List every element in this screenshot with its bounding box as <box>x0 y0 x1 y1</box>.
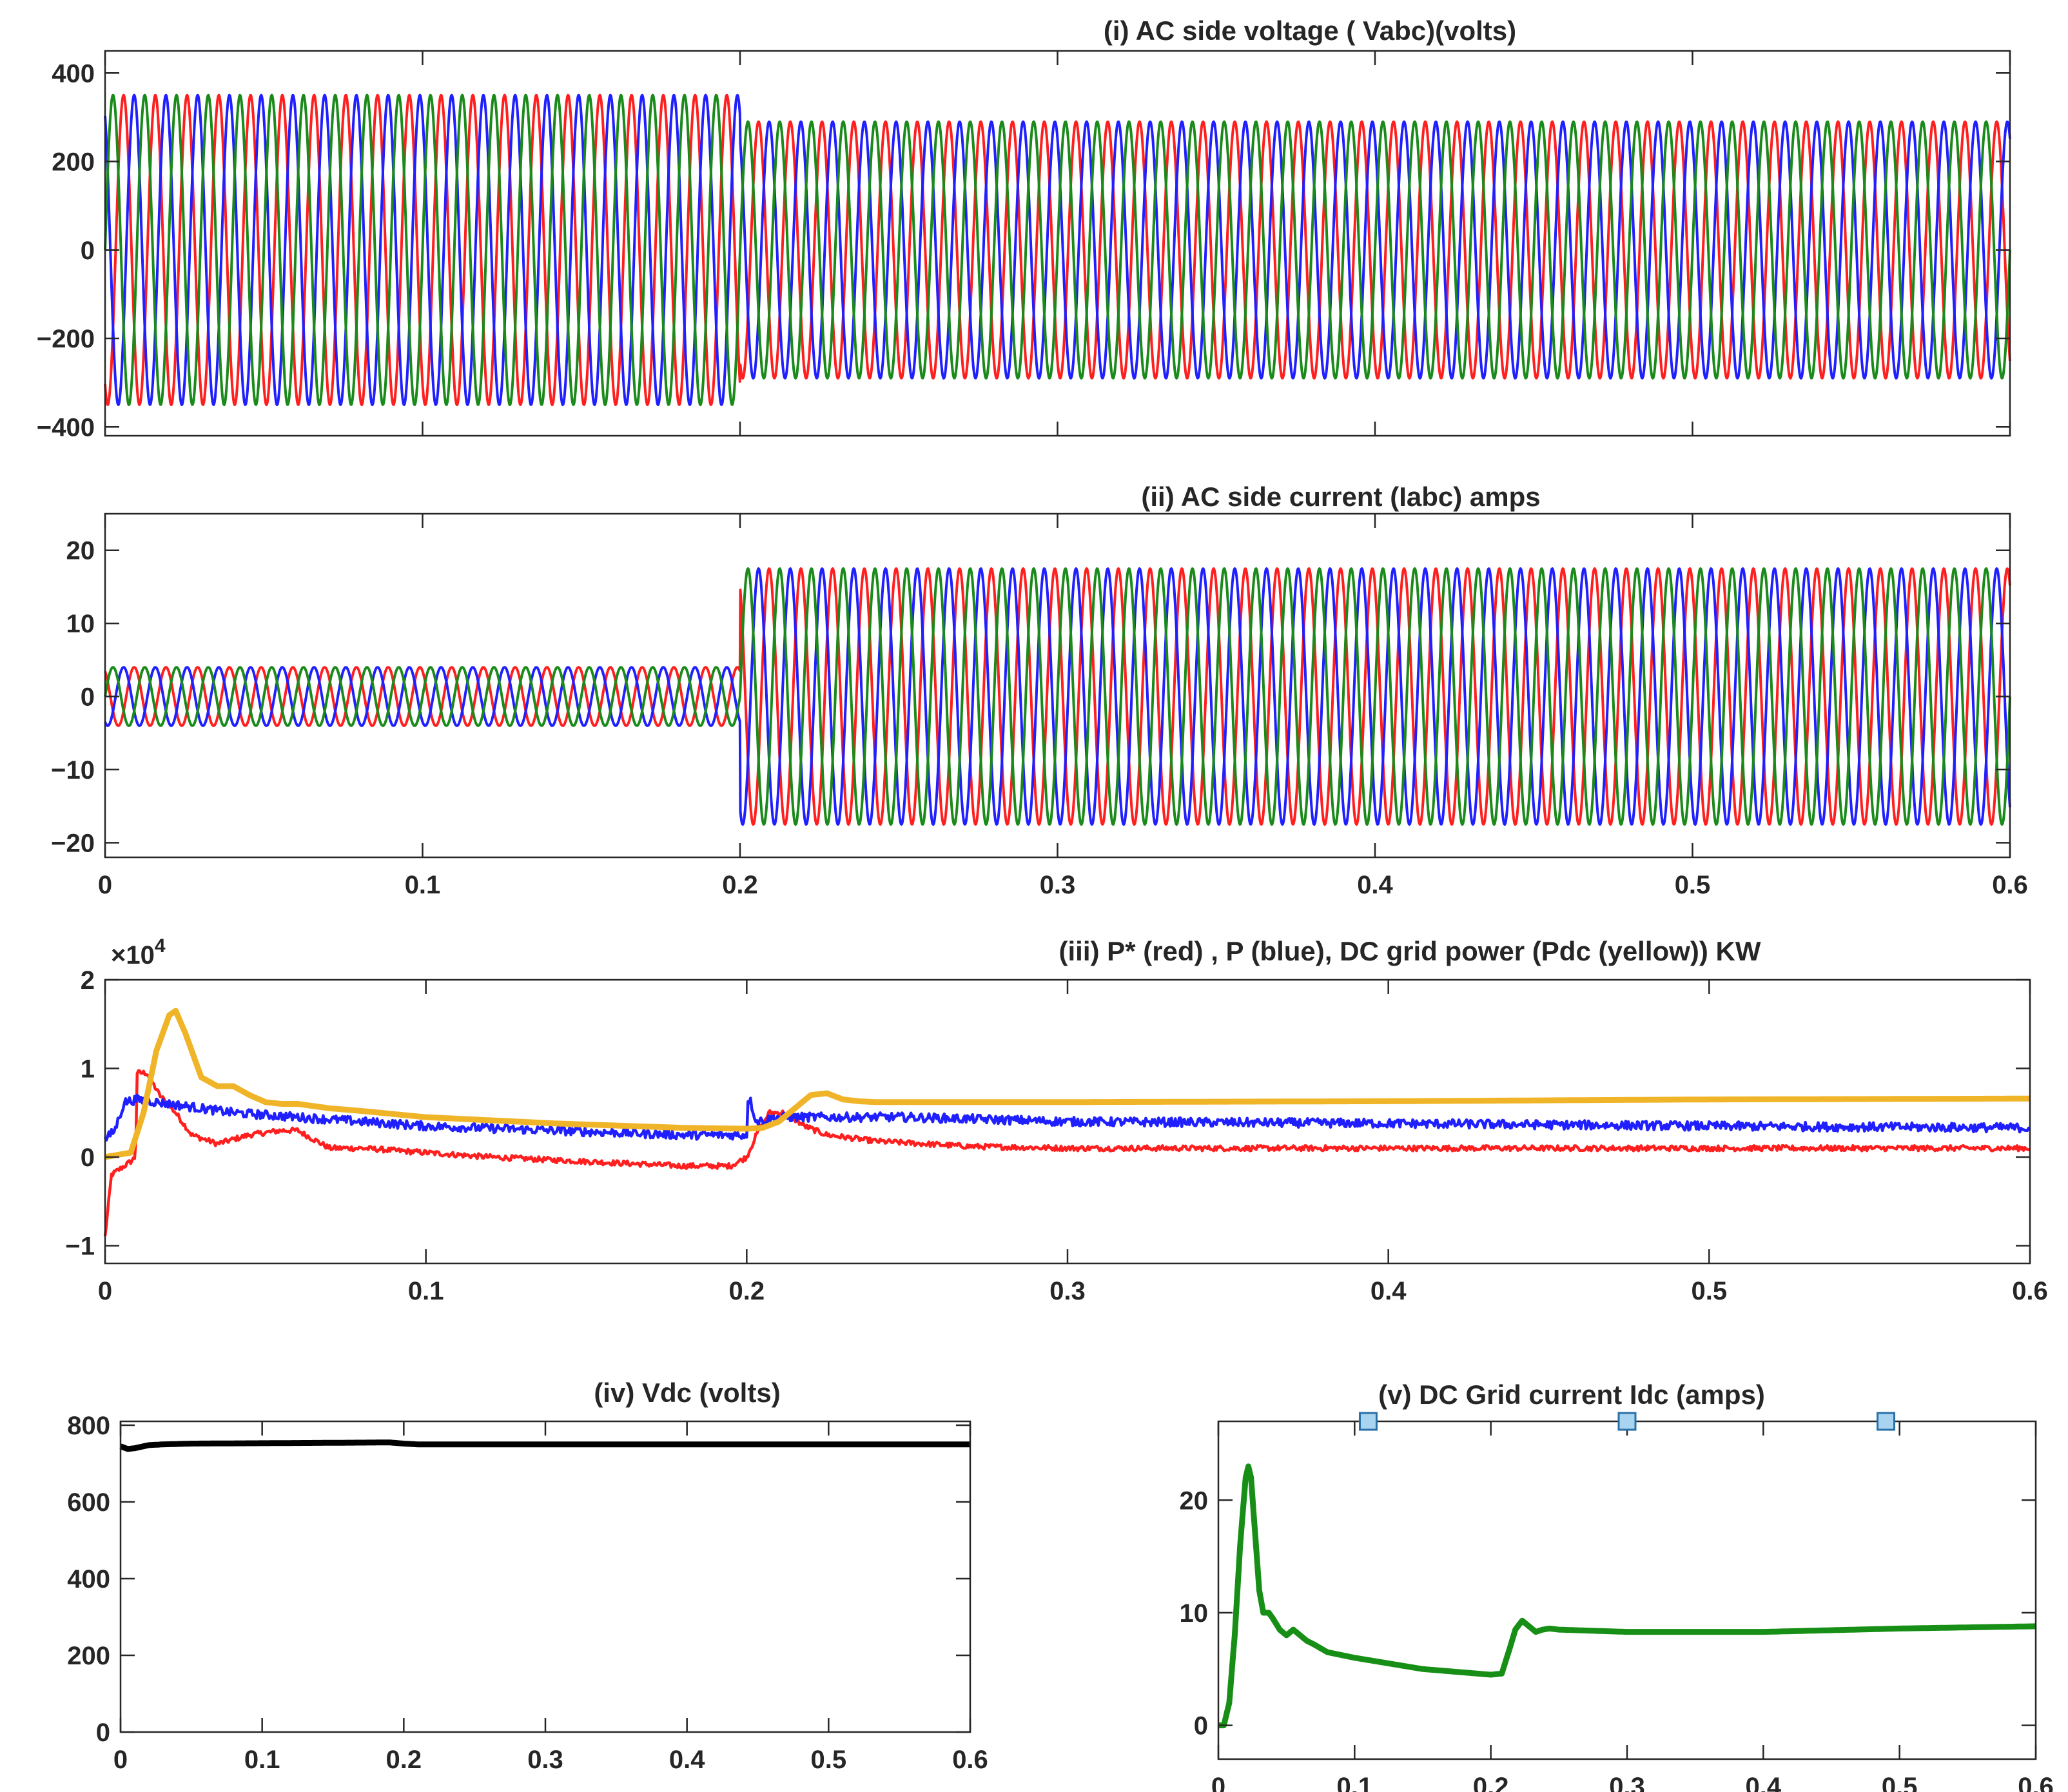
y-tick-label: 0 <box>1194 1712 1208 1740</box>
y-tick-label: 1 <box>81 1055 95 1084</box>
panel-power: (iii) P* (red) , P (blue), DC grid power… <box>65 935 2047 1305</box>
y-tick-label: 0 <box>81 237 95 265</box>
series-line-blue <box>104 93 2011 406</box>
y-tick-label: 400 <box>52 59 95 88</box>
datatip-marker[interactable] <box>1617 1412 1637 1431</box>
x-tick-label: 0.3 <box>1049 1277 1086 1305</box>
panel-ac-current-ticks: −20 −10 0 10 20 0 0.1 0.2 0.3 0.4 0.5 0.6 <box>51 514 2028 899</box>
panel-ac-current-title: (ii) AC side current (Iabc) amps <box>1141 482 1540 512</box>
panel-ac-voltage-ticks: −400 −200 0 200 400 <box>37 51 2011 442</box>
series-line-red <box>104 93 2011 406</box>
datatip-marker[interactable] <box>1358 1412 1378 1431</box>
x-tick-label: 0.4 <box>1357 871 1393 899</box>
x-tick-label: 0.2 <box>386 1746 422 1774</box>
panel-vdc-title: (iv) Vdc (volts) <box>594 1378 780 1408</box>
y-tick-label: −400 <box>37 413 95 442</box>
x-tick-label: 0.6 <box>1992 871 2028 899</box>
x-tick-label: 0.3 <box>1609 1773 1645 1792</box>
y-tick-label: 200 <box>67 1642 110 1670</box>
series-line-red <box>104 567 2011 826</box>
series-line-blue <box>104 567 2011 826</box>
x-tick-label: 0 <box>1211 1773 1225 1792</box>
y-tick-label: −20 <box>51 829 95 857</box>
y-tick-label: 0 <box>96 1719 110 1747</box>
x-tick-label: 0.2 <box>722 871 758 899</box>
y-tick-label: −1 <box>65 1232 95 1261</box>
panel-ac-voltage: (i) AC side voltage ( Vabc)(volts) −400−… <box>37 15 2011 442</box>
x-tick-label: 0 <box>113 1746 128 1774</box>
x-tick-label: 0.6 <box>2018 1773 2054 1792</box>
panel-power-series <box>103 1008 2031 1236</box>
series-line-red <box>103 1069 2031 1236</box>
panel-ac-current: (ii) AC side current (Iabc) amps −20 −10 0… <box>51 482 2028 899</box>
y-tick-label: −200 <box>37 325 95 353</box>
x-tick-label: 0.1 <box>1337 1773 1373 1792</box>
series-line-black <box>119 1439 972 1452</box>
panel-idc-markers <box>1358 1412 1896 1431</box>
y-tick-label: 2 <box>81 966 95 995</box>
x-tick-label: 0.2 <box>1473 1773 1509 1792</box>
panel-idc: (v) DC Grid current Idc (amps) 0 10 20 0 0.1… <box>1180 1379 2054 1792</box>
x-tick-label: 0.5 <box>1675 871 1711 899</box>
datatip-marker[interactable] <box>1877 1412 1896 1431</box>
panel-vdc-ticks: 0 200 400 600 800 0 0.1 0.2 0.3 0.4 0.5 0.6 <box>67 1412 988 1774</box>
y-tick-label: 0 <box>81 1144 95 1172</box>
panel-vdc: (iv) Vdc (volts) 0 200 400 600 800 0 0.1 0.2 0.3… <box>67 1378 988 1774</box>
y-tick-label: 200 <box>52 148 95 177</box>
x-tick-label: 0.3 <box>1040 871 1076 899</box>
x-tick-label: 0.1 <box>244 1746 280 1774</box>
series-line-dark_green <box>1216 1463 2038 1729</box>
x-tick-label: 0 <box>98 871 112 899</box>
panel-power-exponent: ×104 <box>111 935 166 969</box>
x-tick-label: 0.5 <box>811 1746 847 1774</box>
panel-power-title: (iii) P* (red) , P (blue), DC grid power… <box>1059 936 1761 966</box>
panel-ac-voltage-series <box>104 93 2011 406</box>
x-tick-label: 0.6 <box>2012 1277 2048 1305</box>
series-line-blue <box>103 1093 2031 1142</box>
x-tick-label: 0.6 <box>952 1746 988 1774</box>
y-tick-label: −10 <box>51 756 95 784</box>
panel-idc-series <box>1216 1463 2038 1729</box>
y-tick-label: 600 <box>67 1488 110 1517</box>
panel-vdc-frame <box>119 1420 971 1733</box>
y-tick-label: 20 <box>1180 1486 1209 1515</box>
x-tick-label: 0.1 <box>405 871 441 899</box>
x-tick-label: 0.5 <box>1692 1277 1728 1305</box>
panel-idc-ticks: 0 10 20 0 0.1 0.2 0.3 0.4 0.5 0.6 <box>1180 1421 2054 1792</box>
x-tick-label: 0.1 <box>408 1277 444 1305</box>
series-line-green <box>104 93 2011 406</box>
panel-vdc-series <box>119 1439 972 1452</box>
x-tick-label: 0.2 <box>729 1277 765 1305</box>
y-tick-label: 10 <box>1180 1599 1209 1628</box>
series-line-yellow <box>104 1008 2030 1160</box>
x-tick-label: 0.3 <box>527 1746 563 1774</box>
panel-ac-voltage-title: (i) AC side voltage ( Vabc)(volts) <box>1104 15 1516 46</box>
panel-power-exponent-power: 4 <box>155 935 166 957</box>
y-tick-label: 400 <box>67 1565 110 1593</box>
y-tick-label: 10 <box>66 610 95 638</box>
x-tick-label: 0.4 <box>1746 1773 1782 1792</box>
panel-idc-frame <box>1217 1420 2037 1760</box>
panel-idc-title: (v) DC Grid current Idc (amps) <box>1378 1379 1765 1410</box>
series-line-green <box>104 567 2011 826</box>
x-tick-label: 0.5 <box>1882 1773 1918 1792</box>
x-tick-label: 0.4 <box>669 1746 705 1774</box>
y-tick-label: 800 <box>67 1412 110 1440</box>
x-tick-label: 0.4 <box>1371 1277 1407 1305</box>
panel-power-exponent-base: ×10 <box>111 941 155 969</box>
y-tick-label: 20 <box>66 537 95 565</box>
x-tick-label: 0 <box>98 1277 112 1305</box>
y-tick-label: 0 <box>81 683 95 712</box>
panel-ac-current-series <box>104 567 2011 826</box>
